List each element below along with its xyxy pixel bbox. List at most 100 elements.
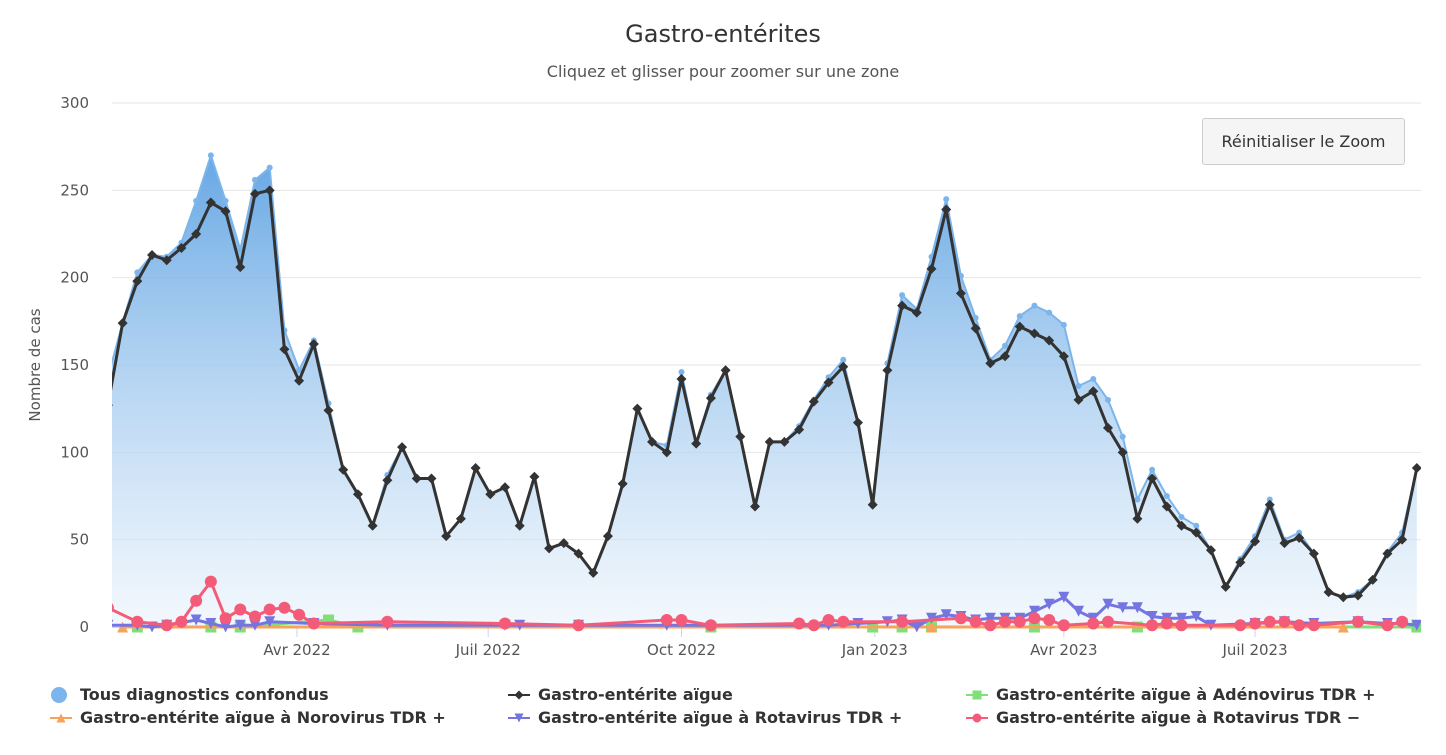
data-point [514, 690, 524, 699]
data-point [220, 621, 232, 633]
data-point [237, 246, 244, 253]
data-point [222, 197, 229, 204]
data-point [1235, 557, 1246, 568]
legend-label: Gastro-entérite aïgue à Norovirus TDR + [80, 708, 446, 727]
y-axis-title: Nombre de cas [26, 308, 44, 421]
data-point [1044, 335, 1055, 346]
data-point [279, 344, 290, 355]
data-point [219, 612, 232, 625]
legend-item[interactable]: Gastro-entérite aïgue à Norovirus TDR + [50, 708, 446, 727]
data-point [1190, 611, 1202, 623]
data-point [985, 358, 996, 369]
data-point [1117, 447, 1128, 458]
x-tick-label: Juil 2023 [1221, 641, 1287, 659]
data-point [941, 204, 952, 215]
legend-label: Gastro-entérite aïgue [538, 685, 733, 704]
legend-item[interactable]: Gastro-entérite aïgue à Rotavirus TDR − [966, 708, 1360, 727]
data-point [720, 365, 731, 376]
data-point [911, 307, 922, 318]
series-0 [112, 152, 1420, 627]
y-tick-label: 0 [79, 618, 89, 636]
data-point [852, 417, 863, 428]
data-point [735, 431, 746, 442]
data-point [573, 548, 584, 559]
data-point [899, 292, 906, 299]
data-point [807, 619, 820, 632]
data-point [1131, 602, 1143, 614]
data-point [1337, 621, 1349, 633]
data-point [117, 621, 129, 633]
legend-item[interactable]: Tous diagnostics confondus [50, 685, 329, 704]
data-point [426, 473, 437, 484]
data-point [112, 404, 113, 407]
data-point [1087, 617, 1100, 630]
y-tick-label: 150 [60, 356, 89, 374]
data-point [793, 617, 806, 630]
data-point [544, 543, 555, 554]
data-point [750, 501, 761, 512]
data-point [1205, 545, 1216, 556]
data-point [205, 618, 217, 630]
data-point [897, 300, 908, 311]
data-point [1149, 466, 1156, 473]
data-point [1161, 501, 1172, 512]
legend-item[interactable]: Gastro-entérite aïgue [508, 685, 733, 704]
y-tick-label: 200 [60, 269, 89, 287]
data-point [1031, 302, 1038, 309]
data-point [1338, 592, 1349, 603]
data-point [132, 276, 143, 287]
data-point [266, 164, 273, 171]
data-point [896, 615, 909, 628]
data-point [147, 249, 158, 260]
data-point [972, 314, 979, 321]
data-point [251, 176, 258, 183]
legend-label: Tous diagnostics confondus [80, 685, 329, 704]
data-point [1146, 619, 1159, 632]
y-tick-label: 250 [60, 181, 89, 199]
data-point [1101, 615, 1114, 628]
data-point [943, 196, 950, 203]
data-point [234, 619, 246, 631]
legend-item[interactable]: Gastro-entérite aïgue à Rotavirus TDR + [508, 708, 902, 727]
data-point [382, 475, 393, 486]
data-point [397, 442, 408, 453]
data-point [1028, 605, 1040, 617]
data-point [678, 368, 685, 375]
data-point [705, 393, 716, 404]
data-point [1234, 619, 1247, 632]
data-point [1058, 591, 1070, 603]
data-point [191, 229, 202, 239]
data-point [293, 608, 306, 621]
data-point [1296, 529, 1303, 536]
data-point [134, 269, 141, 276]
data-point [882, 365, 893, 376]
data-point [264, 616, 276, 628]
data-point [190, 614, 202, 626]
x-tick-label: Oct 2022 [647, 641, 716, 659]
data-point [160, 619, 173, 632]
legend-item[interactable]: Gastro-entérite aïgue à Adénovirus TDR + [966, 685, 1376, 704]
legend-symbol-icon [508, 713, 530, 722]
data-point [175, 615, 188, 628]
data-point [1191, 527, 1202, 538]
data-point [840, 356, 847, 363]
data-point [1381, 619, 1394, 632]
data-point [190, 594, 203, 607]
data-point [764, 436, 775, 447]
data-point [1397, 534, 1408, 545]
data-point [1382, 548, 1393, 559]
data-point [1396, 615, 1409, 628]
data-point [969, 615, 982, 628]
data-point [572, 619, 585, 632]
reset-zoom-button[interactable]: Réinitialiser le Zoom [1202, 118, 1405, 165]
data-point [1029, 328, 1040, 339]
data-point [296, 367, 303, 374]
data-point [1308, 548, 1319, 559]
data-point [1073, 394, 1084, 405]
data-point [1278, 615, 1291, 628]
data-point [131, 615, 144, 628]
data-point [1013, 615, 1026, 628]
data-point [205, 197, 216, 208]
chart-subtitle: Cliquez et glisser pour zoomer sur une z… [546, 62, 900, 81]
